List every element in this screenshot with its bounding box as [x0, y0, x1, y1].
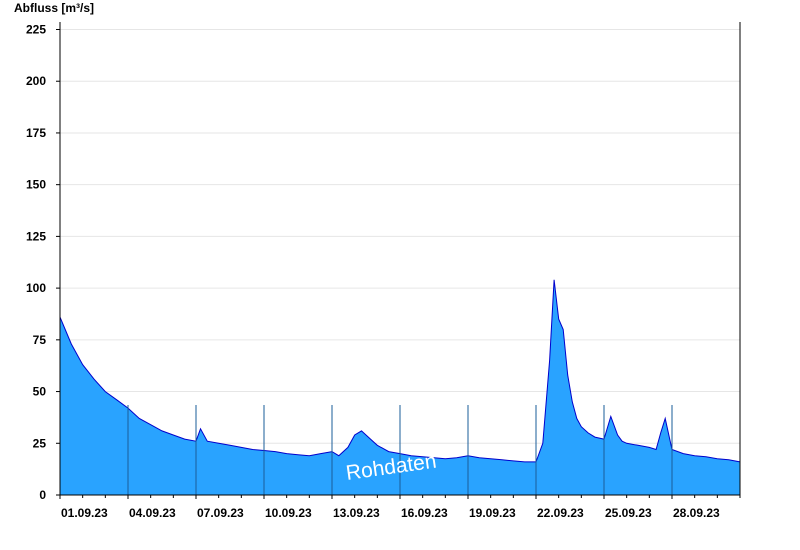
discharge-area-fill: [60, 279, 740, 495]
discharge-area: [59, 279, 741, 495]
x-tick-label: 07.09.23: [197, 506, 244, 520]
x-tick-label: 28.09.23: [673, 506, 720, 520]
y-tick-label: 0: [39, 488, 46, 502]
grid-lines: [60, 29, 740, 444]
date-separator-lines: [127, 405, 673, 495]
x-tick-label: 19.09.23: [469, 506, 516, 520]
x-tick-label: 04.09.23: [129, 506, 176, 520]
y-tick-label: 125: [26, 229, 46, 243]
y-axis-label: Abfluss [m³/s]: [14, 1, 95, 15]
y-tick-label: 225: [26, 23, 46, 37]
x-tick-label: 22.09.23: [537, 506, 584, 520]
x-tick-label: 25.09.23: [605, 506, 652, 520]
x-tick-label: 01.09.23: [61, 506, 108, 520]
y-tick-label: 150: [26, 178, 46, 192]
y-tick-label: 200: [26, 74, 46, 88]
x-tick-label: 13.09.23: [333, 506, 380, 520]
y-tick-label: 75: [33, 333, 47, 347]
y-tick-label: 25: [33, 436, 47, 450]
y-tick-labels: 0 25 50 75 100 125 150 175 200 225: [26, 23, 60, 502]
y-tick-label: 50: [33, 385, 47, 399]
x-tick-label: 10.09.23: [265, 506, 312, 520]
x-tick-labels: 01.09.23 04.09.23 07.09.23 10.09.23 13.09.23…: [59, 495, 741, 520]
x-tick-label: 16.09.23: [401, 506, 448, 520]
y-tick-label: 175: [26, 126, 46, 140]
y-tick-label: 100: [26, 281, 46, 295]
discharge-line: [59, 279, 741, 463]
